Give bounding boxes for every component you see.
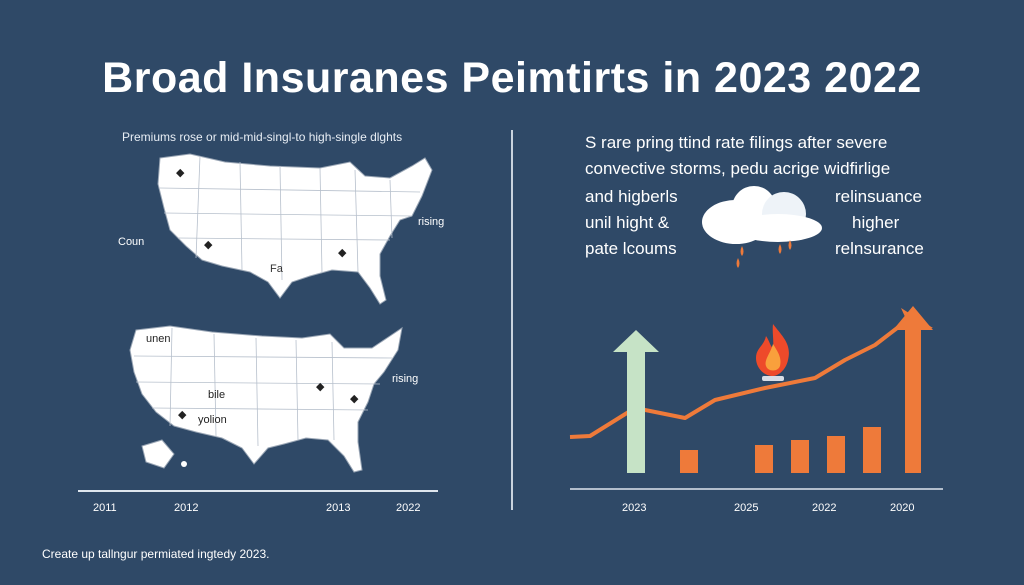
left-axis-tick-label: 2012 xyxy=(174,502,199,514)
map-top-left-label: Coun xyxy=(118,236,145,248)
trend-line xyxy=(569,320,907,439)
map-marker-icon: ◆ xyxy=(176,167,185,179)
orange-bar xyxy=(827,436,845,473)
map-marker-icon: ◆ xyxy=(316,381,325,393)
right-text-right-2: higher xyxy=(852,213,900,232)
right-axis-tick-label: 2023 xyxy=(622,502,647,514)
panel-divider xyxy=(511,130,513,510)
orange-up-arrow xyxy=(893,306,933,473)
map-marker-icon: ◆ xyxy=(350,393,359,405)
left-axis-line xyxy=(78,490,438,492)
orange-bar xyxy=(791,440,809,473)
right-text-left-2: unil hight & xyxy=(585,213,670,232)
left-axis-tick-label: 2011 xyxy=(93,502,117,514)
orange-bar xyxy=(680,450,698,473)
map-marker-icon: ◆ xyxy=(338,247,347,259)
green-up-arrow xyxy=(613,330,659,473)
right-text-left-3: pate lcoums xyxy=(585,239,677,258)
rain-cloud-icon xyxy=(702,186,822,268)
map-bottom-right-label: rising xyxy=(392,373,419,385)
right-text-left-1: and higberls xyxy=(585,187,678,206)
map-marker-icon: ◆ xyxy=(178,409,187,421)
left-axis-tick-label: 2013 xyxy=(326,502,351,514)
footer-caption: Create up tallngur permiated ingtedy 202… xyxy=(42,547,270,561)
right-axis-tick-label: 2025 xyxy=(734,502,759,514)
left-subtitle: Premiums rose or mid-mid-singl-to high-s… xyxy=(122,130,403,144)
fire-icon xyxy=(756,324,789,381)
right-trend-chart xyxy=(569,306,943,490)
right-text-right-3: relnsurance xyxy=(835,239,924,258)
orange-bar xyxy=(863,427,881,473)
right-axis-tick-label: 2020 xyxy=(890,502,915,514)
map-marker-icon: ◆ xyxy=(204,239,213,251)
map-top-center-label: Fa xyxy=(270,263,283,275)
right-axis-tick-label: 2022 xyxy=(812,502,837,514)
us-map-bottom xyxy=(129,325,403,473)
right-text-line-1: S rare pring ttind rate filings after se… xyxy=(585,133,888,152)
page-title: Broad Insuranes Peimtirts in 2023 2022 xyxy=(102,54,922,102)
map-bottom-center-label: bile xyxy=(208,389,226,401)
orange-bar xyxy=(755,445,773,473)
right-text-line-2: convective storms, pedu acrige widfirlig… xyxy=(585,159,891,178)
us-map-top xyxy=(157,153,433,305)
left-axis-tick-label: 2022 xyxy=(396,502,421,514)
right-text-right-1: relinsuance xyxy=(835,187,922,206)
map-top-right-label: rising xyxy=(418,216,445,228)
map-bottom-top-label: unen xyxy=(146,333,171,345)
map-bottom-lower-label: yolion xyxy=(198,414,227,426)
